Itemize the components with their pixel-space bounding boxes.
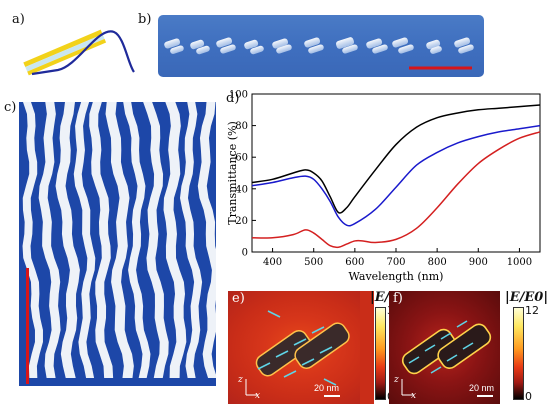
field-map-f: z x 20 nm — [389, 291, 500, 404]
colorbar-f — [513, 307, 524, 400]
x-axis-label: Wavelength (nm) — [349, 270, 444, 283]
x-tick-label: 800 — [428, 257, 447, 268]
x-tick-label: 400 — [263, 257, 282, 268]
y-tick-label: 40 — [235, 184, 248, 195]
colorbar-min-f: 0 — [525, 390, 532, 403]
series-line-1 — [251, 124, 541, 227]
stripe — [197, 102, 216, 378]
scale-label-e: 20 nm — [314, 383, 340, 393]
y-axis-label: Transmittance (%) — [227, 121, 239, 225]
field-map-f-structures — [401, 320, 492, 375]
stripe-pattern — [22, 102, 216, 378]
panel-label-d: d) — [226, 91, 240, 106]
stripe — [38, 102, 61, 378]
colorbar-title-f: |E/E0| — [505, 290, 549, 305]
series-line-2 — [251, 131, 541, 249]
scale-bar-c — [26, 268, 29, 384]
stripe — [123, 102, 151, 378]
x-tick-label: 600 — [345, 257, 364, 268]
mini-axes-f — [401, 379, 414, 396]
y-tick-label: 0 — [242, 248, 248, 259]
y-tick-label: 80 — [235, 121, 248, 132]
y-tick-label: 60 — [235, 153, 248, 164]
stripe — [163, 102, 187, 378]
colorbar-e — [375, 307, 386, 400]
stripe — [143, 102, 169, 378]
x-tick-label: 500 — [304, 257, 323, 268]
y-tick-label: 100 — [229, 90, 248, 101]
mini-axes-e — [245, 379, 258, 396]
series-line-0 — [251, 104, 541, 214]
panel-label-c: c) — [4, 100, 17, 115]
colorbar-max-f: 12 — [525, 304, 539, 317]
panel-label-e: e) — [232, 291, 245, 306]
field-map-e-structures — [255, 291, 374, 404]
stripe — [105, 102, 134, 378]
panel-label-f: f) — [393, 291, 403, 306]
x-tick-label: 700 — [386, 257, 405, 268]
panel-label-a: a) — [12, 12, 25, 27]
sem-strip-image — [158, 15, 484, 77]
stripe — [55, 102, 80, 378]
x-tick-label: 900 — [469, 257, 488, 268]
scale-label-f: 20 nm — [469, 383, 495, 393]
stripe — [89, 102, 114, 378]
stripe — [22, 102, 43, 378]
x-tick-label: 1000 — [507, 257, 532, 268]
sem-nanostructures — [164, 37, 474, 70]
stripe — [179, 102, 203, 378]
field-map-e: z x 20 nm — [228, 291, 374, 404]
axis-z-label-f: z — [394, 375, 399, 385]
scale-bar-f — [477, 395, 493, 397]
axis-x-label-f: x — [411, 391, 417, 401]
afm-stripe-image — [19, 102, 216, 386]
layered-film-schematic — [23, 29, 135, 76]
y-tick-label: 20 — [235, 216, 248, 227]
axis-x-label-e: x — [255, 391, 261, 401]
panel-label-b: b) — [138, 12, 152, 27]
stripe — [73, 102, 96, 378]
transmittance-chart: 400 500 600 700 800 900 1000 0 20 40 60 80 100 Trans… — [227, 90, 541, 283]
axis-z-label-e: z — [238, 375, 243, 385]
scale-bar-e — [324, 395, 340, 397]
